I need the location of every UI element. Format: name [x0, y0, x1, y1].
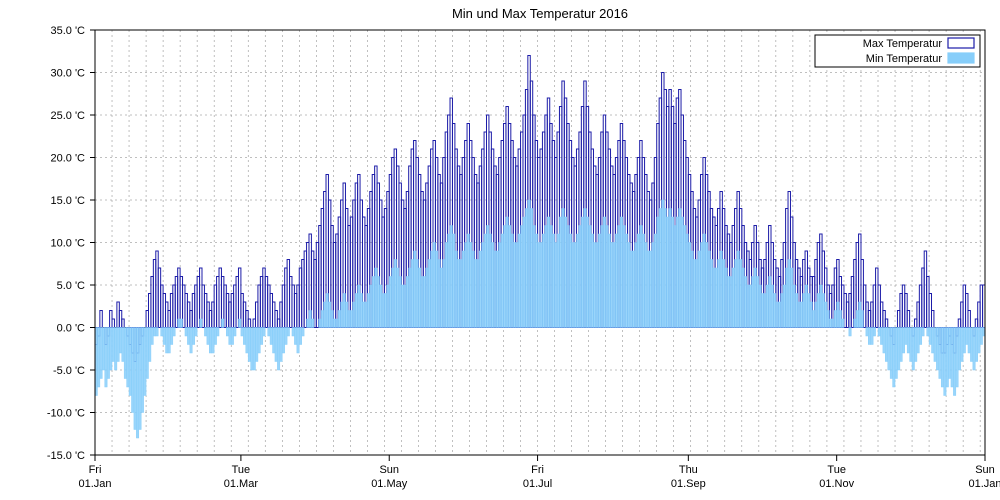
x-tick-day: Tue	[232, 464, 251, 476]
x-tick-day: Fri	[89, 464, 102, 476]
y-tick-label: 15.0 'C	[50, 195, 85, 207]
x-tick-date: 01.Sep	[671, 478, 706, 490]
temperature-chart: Min und Max Temperatur 2016 -15.0 'C -10.0…	[0, 0, 1000, 500]
y-tick-label: 10.0 'C	[50, 238, 85, 250]
y-tick-label: 25.0 'C	[50, 110, 85, 122]
x-tick-day: Fri	[531, 464, 544, 476]
x-tick-day: Tue	[827, 464, 846, 476]
y-tick-label: 5.0 'C	[57, 280, 85, 292]
y-tick-label: -15.0 'C	[47, 450, 85, 462]
y-tick-label: 30.0 'C	[50, 68, 85, 80]
legend-swatch	[948, 38, 974, 48]
x-tick-date: 01.Jan	[78, 478, 111, 490]
y-tick-label: 20.0 'C	[50, 153, 85, 165]
x-tick-date: 01.Jul	[523, 478, 552, 490]
x-tick-date: 01.Nov	[819, 478, 854, 490]
y-tick-label: 0.0 'C	[57, 323, 85, 335]
x-tick-date: 01.Mar	[224, 478, 259, 490]
legend-label: Max Temperatur	[863, 38, 943, 50]
x-tick-day: Thu	[679, 464, 698, 476]
x-tick-day: Sun	[379, 464, 399, 476]
legend-swatch	[948, 53, 974, 63]
x-tick-date: 01.May	[371, 478, 408, 490]
legend-label: Min Temperatur	[866, 53, 943, 65]
chart-title: Min und Max Temperatur 2016	[452, 6, 628, 21]
x-tick-date: 01.Jan	[968, 478, 1000, 490]
y-tick-label: 35.0 'C	[50, 25, 85, 37]
legend: Max Temperatur Min Temperatur	[815, 35, 980, 67]
y-tick-label: -5.0 'C	[53, 365, 85, 377]
y-tick-label: -10.0 'C	[47, 408, 85, 420]
x-tick-day: Sun	[975, 464, 995, 476]
